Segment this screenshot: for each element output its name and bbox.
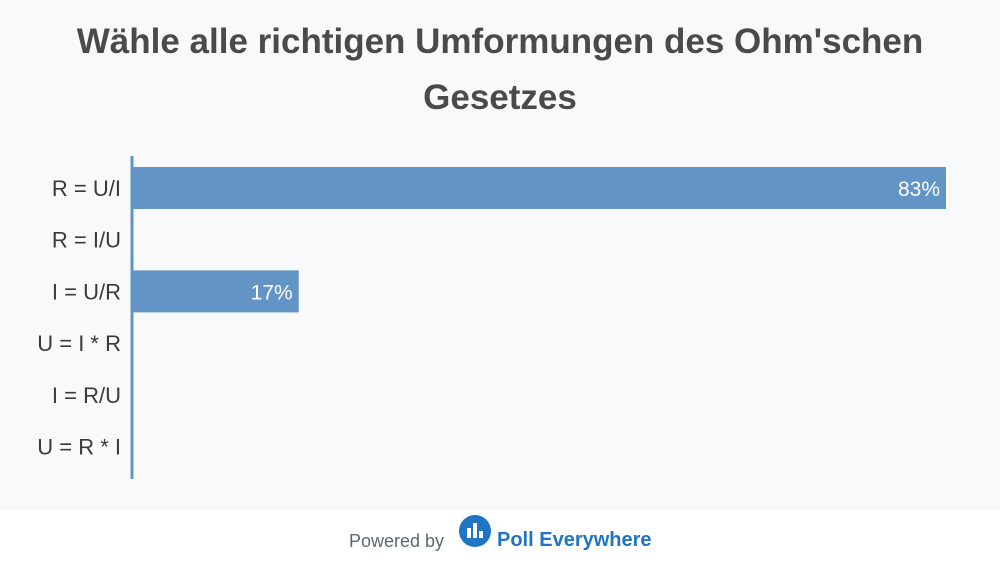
category-label: R = U/I [52,176,121,201]
chart-panel: Wähle alle richtigen Umformungen des Ohm… [37,22,946,479]
category-label: U = I * R [37,331,121,356]
category-label: I = R/U [52,383,121,408]
bar-chart: R = U/I 83% R = I/U I = U/R 17% U = I * R I = … [37,156,946,479]
bar [132,270,299,313]
chart-title: Wähle alle richtigen Umformungen des Ohm… [76,22,924,117]
bar-value-label: 17% [251,281,293,304]
powered-by-label: Powered by [349,531,445,551]
category-label: R = I/U [52,228,121,253]
category-label: U = R * I [37,435,121,460]
bar-value-label: 83% [898,178,940,201]
footer: Powered by Poll Everywhere [0,511,1000,562]
poll-everywhere-logo-icon [459,515,491,547]
bar [132,167,946,209]
poll-everywhere-brand[interactable]: Poll Everywhere [497,529,652,551]
category-label: I = U/R [52,279,121,304]
